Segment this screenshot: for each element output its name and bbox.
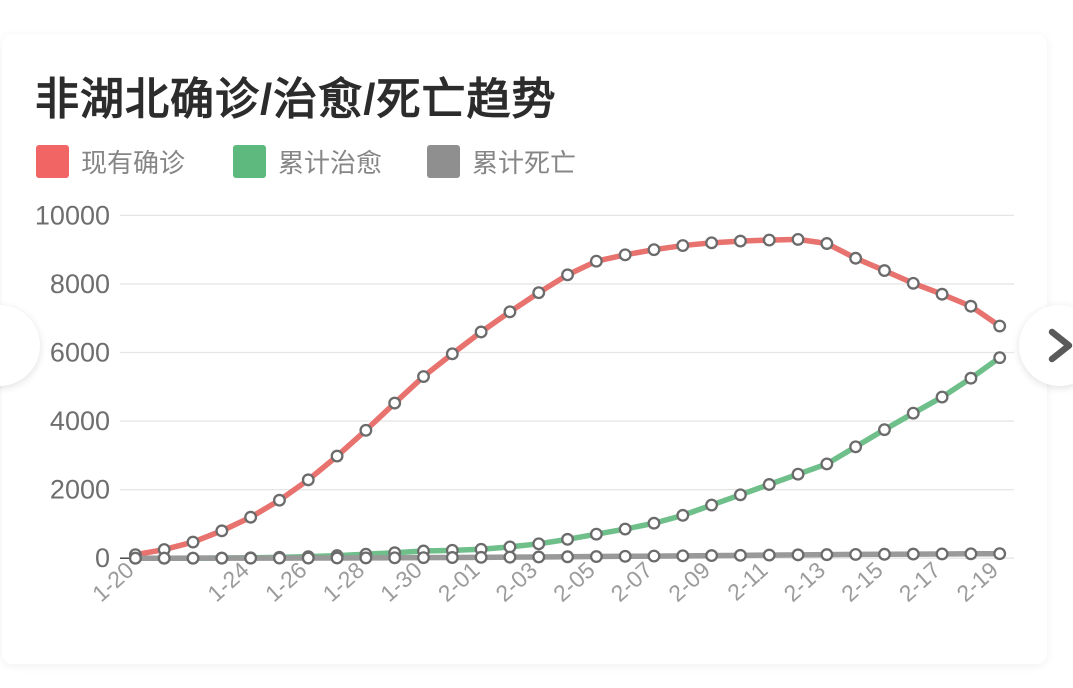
svg-text:8000: 8000 xyxy=(50,269,110,299)
svg-text:2-07: 2-07 xyxy=(606,557,658,607)
svg-text:6000: 6000 xyxy=(50,338,110,368)
svg-text:2-01: 2-01 xyxy=(433,557,485,607)
svg-text:2-09: 2-09 xyxy=(663,557,715,607)
svg-text:1-28: 1-28 xyxy=(318,557,370,607)
svg-text:1-30: 1-30 xyxy=(375,557,427,607)
svg-text:2-05: 2-05 xyxy=(548,557,600,607)
svg-text:2-17: 2-17 xyxy=(894,557,946,607)
svg-text:1-26: 1-26 xyxy=(260,557,312,607)
svg-text:2-11: 2-11 xyxy=(722,557,772,606)
svg-text:2-19: 2-19 xyxy=(951,557,1003,607)
svg-text:2-13: 2-13 xyxy=(779,557,831,607)
svg-text:4000: 4000 xyxy=(50,406,110,436)
svg-text:2-03: 2-03 xyxy=(490,557,542,607)
svg-text:10000: 10000 xyxy=(35,200,110,230)
svg-text:2000: 2000 xyxy=(50,475,110,505)
svg-text:2-15: 2-15 xyxy=(836,557,888,607)
svg-text:1-24: 1-24 xyxy=(202,556,254,606)
